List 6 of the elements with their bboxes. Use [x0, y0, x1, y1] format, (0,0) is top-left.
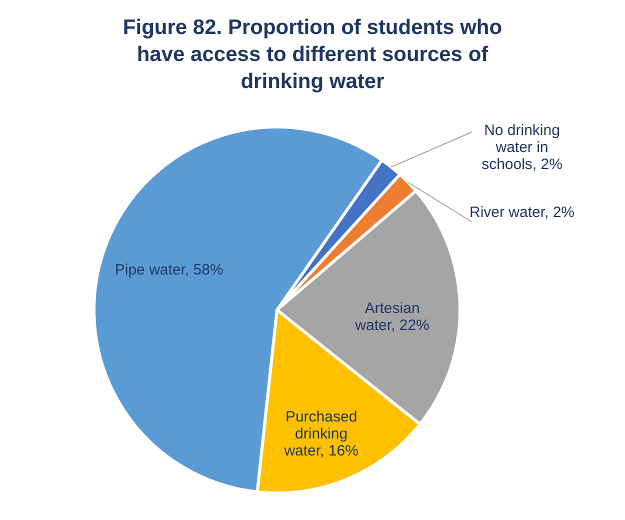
slice-label: Pipe water, 58%: [114, 261, 224, 278]
slice-label: Purchased drinking water, 16%: [283, 408, 358, 460]
slice-label: No drinking water in schools, 2%: [482, 122, 562, 173]
slice-label: Artesian water, 22%: [354, 300, 430, 334]
slice-label: River water, 2%: [469, 204, 575, 221]
chart-title: Figure 82. Proportion of students who have access to different sources of drinking water: [122, 16, 502, 93]
